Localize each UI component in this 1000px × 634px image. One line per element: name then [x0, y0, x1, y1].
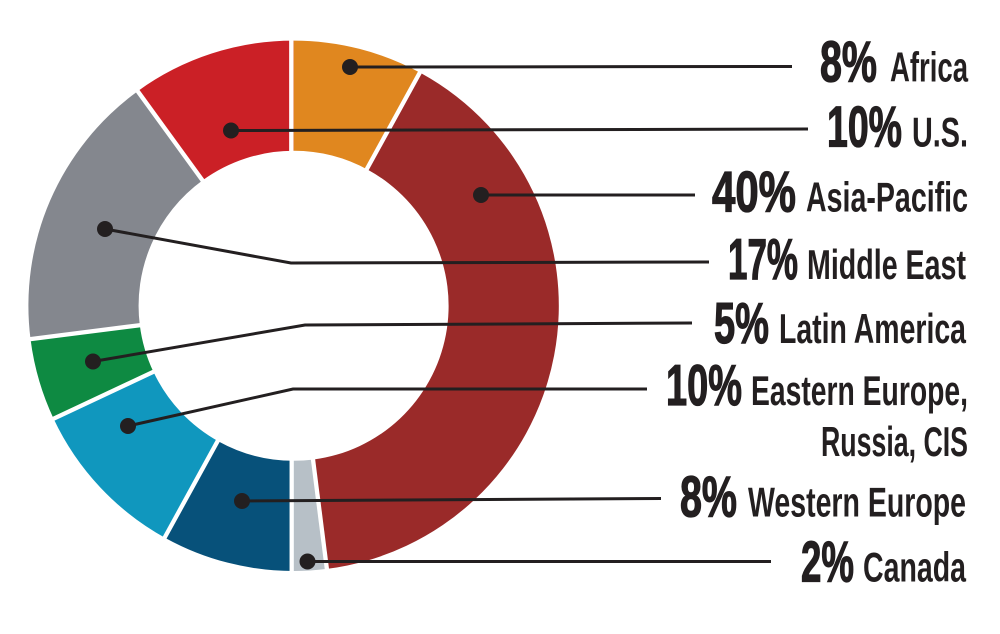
svg-text:Eastern Europe,: Eastern Europe, — [751, 367, 968, 414]
svg-text:Africa: Africa — [890, 44, 968, 91]
svg-text:2%: 2% — [801, 531, 854, 595]
svg-text:10%: 10% — [827, 96, 902, 160]
svg-text:Middle East: Middle East — [807, 241, 966, 288]
svg-text:40%: 40% — [712, 161, 796, 225]
svg-text:Western Europe: Western Europe — [748, 479, 966, 526]
svg-text:Russia, CIS: Russia, CIS — [821, 418, 968, 465]
svg-text:8%: 8% — [820, 31, 877, 95]
svg-text:5%: 5% — [714, 292, 769, 356]
svg-text:Asia-Pacific: Asia-Pacific — [806, 174, 968, 221]
svg-text:10%: 10% — [666, 354, 742, 418]
svg-text:17%: 17% — [728, 228, 798, 292]
svg-text:Latin America: Latin America — [779, 305, 966, 352]
svg-text:8%: 8% — [680, 466, 737, 530]
svg-text:U.S.: U.S. — [912, 109, 968, 156]
svg-text:Canada: Canada — [863, 544, 966, 591]
